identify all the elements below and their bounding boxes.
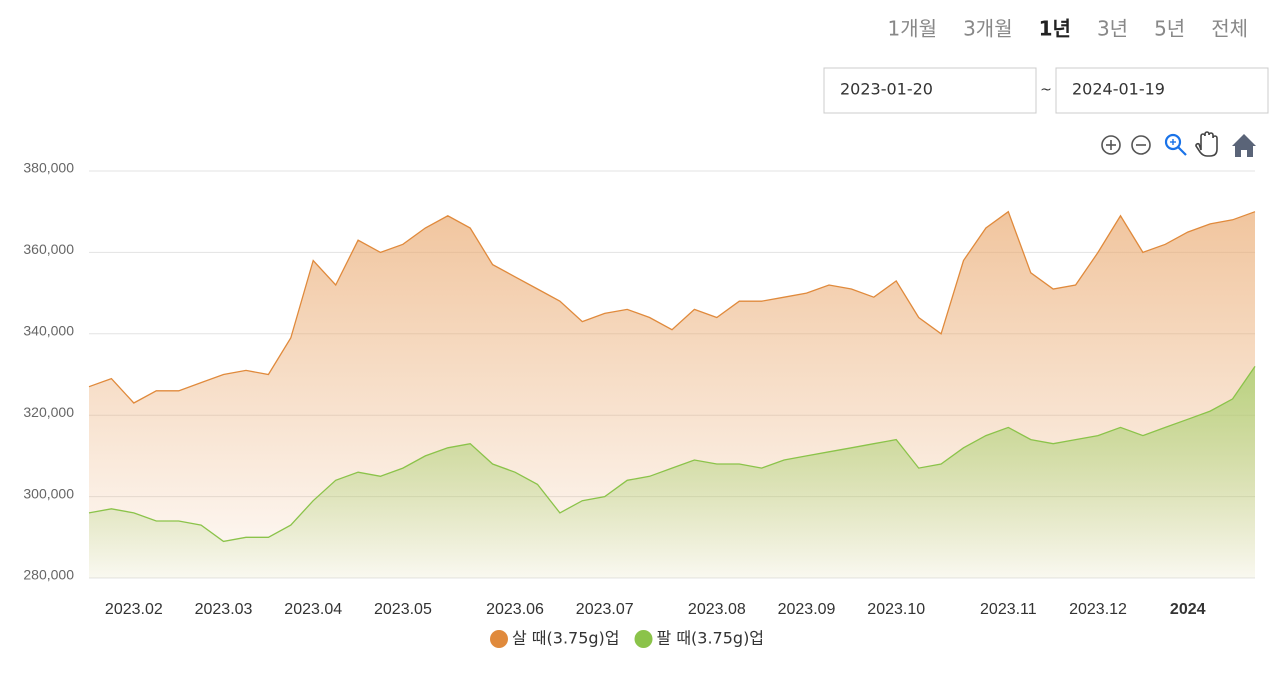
x-tick-label: 2023.11 [980,601,1037,618]
line [88,366,1256,543]
zoom-in-button[interactable] [1101,135,1121,155]
y-tick-label: 380,000 [23,160,74,176]
y-tick-label: 300,000 [23,485,74,501]
zoom-out-button[interactable] [1131,135,1151,155]
period-tabs: 전체 5년 3년 1년 3개월 1개월 [888,17,1248,41]
reset-zoom-button[interactable] [1232,134,1256,157]
x-tick-label: 2023.06 [486,601,544,618]
period-tab[interactable]: 전체 [1211,17,1248,41]
y-tick-label: 360,000 [23,241,74,257]
x-tick-label: 2023.10 [867,601,925,618]
end-date-input[interactable] [1055,67,1269,114]
area [89,366,1255,578]
x-tick-label: 2023.05 [374,601,432,618]
x-tick-label: 2023.08 [688,601,746,618]
x-tick-label: 2023.12 [1069,601,1127,618]
period-tab[interactable]: 1개월 [888,17,938,41]
legend-marker [634,630,653,648]
end-date: 2024-01-19 [1072,80,1165,99]
x-tick-label: 2023.04 [284,601,342,618]
y-tick-label: 320,000 [23,404,74,420]
x-tick-label: 2023.07 [576,601,634,618]
legend-label[interactable]: 살 때(3.75g)업 [512,629,620,648]
y-tick-label: 280,000 [23,567,74,583]
period-tab[interactable]: 3년 [1097,17,1128,41]
x-tick-label: 2023.03 [195,601,253,618]
x-tick-label: 2023.09 [778,601,836,618]
plot: 280,000 300,000 320,000 340,000 360,000 380,0… [23,160,1256,648]
x-tick-label: 2023.02 [105,601,163,618]
legend-label[interactable]: 팔 때(3.75g)업 [657,629,765,648]
y-tick-label: 340,000 [23,323,74,339]
date-separator: ~ [1040,82,1052,98]
legend-marker [490,630,508,648]
period-tab[interactable]: 3개월 [963,17,1013,41]
start-date: 2023-01-20 [840,80,933,99]
pan-button[interactable] [1195,131,1218,157]
x-tick-label: 2024 [1170,601,1206,618]
period-tab[interactable]: 1년 [1039,17,1071,41]
line [88,210,1256,404]
start-date-input[interactable] [823,67,1037,114]
selection-zoom-button[interactable] [1164,133,1187,156]
period-tab[interactable]: 5년 [1154,17,1185,41]
